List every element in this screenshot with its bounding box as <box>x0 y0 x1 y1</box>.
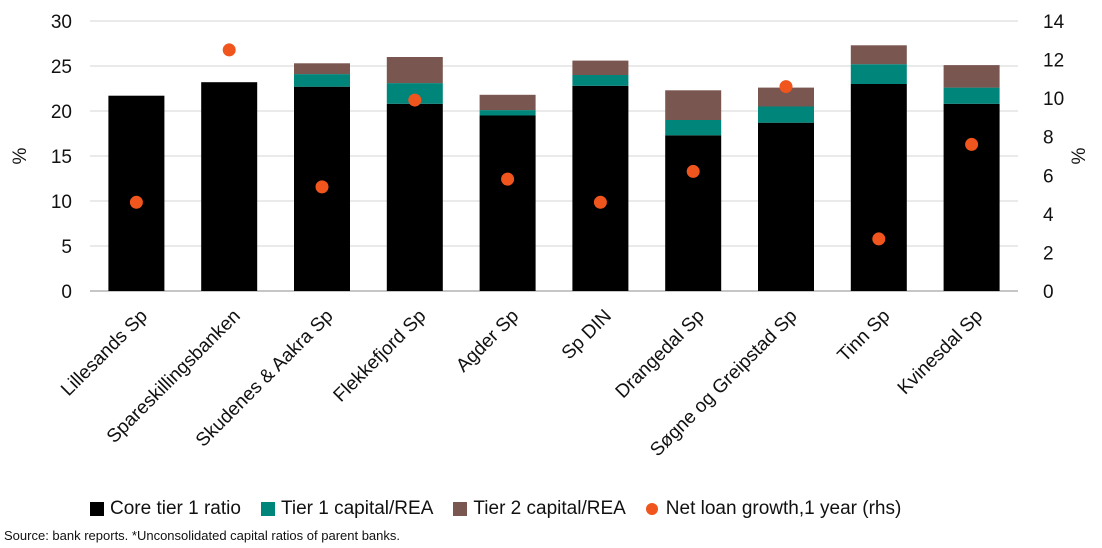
left-axis-label: % <box>10 147 31 164</box>
legend-label: Core tier 1 ratio <box>110 498 241 519</box>
loan-growth-point <box>686 164 700 178</box>
category-label: Flekkefjord Sp <box>330 306 431 407</box>
bar-core-tier1 <box>479 115 536 291</box>
bar-core-tier1 <box>850 84 907 291</box>
right-tick-label: 4 <box>1043 205 1054 226</box>
legend-label: Tier 2 capital/REA <box>473 498 626 519</box>
bar-core-tier1 <box>943 103 1000 291</box>
category-label: Agder Sp <box>452 306 523 377</box>
bar-tier2-capital <box>665 90 722 120</box>
right-tick-label: 2 <box>1043 243 1054 264</box>
legend-swatch <box>453 502 468 516</box>
legend-swatch <box>260 502 275 516</box>
bar-tier1-capital <box>943 87 1000 104</box>
bar-core-tier1 <box>758 122 814 291</box>
right-tick-label: 10 <box>1043 89 1064 110</box>
category-label: Tinn Sp <box>834 306 895 367</box>
category-label: Lillesands Sp <box>57 306 152 401</box>
bar-tier2-capital <box>479 94 536 111</box>
left-tick-label: 15 <box>51 147 72 168</box>
bar-tier2-capital <box>943 65 1000 88</box>
loan-growth-point <box>222 43 236 57</box>
bar-tier2-capital <box>294 63 350 75</box>
loan-growth-point <box>501 172 515 186</box>
right-tick-label: 8 <box>1043 128 1054 149</box>
legend-item-core-tier1: Core tier 1 ratio <box>90 498 241 520</box>
left-tick-label: 20 <box>51 102 72 123</box>
bar-tier1-capital <box>758 106 814 123</box>
left-tick-label: 5 <box>61 237 72 258</box>
left-tick-label: 25 <box>51 57 72 78</box>
category-label: Sp DIN <box>558 306 616 364</box>
bar-tier1-capital <box>294 74 350 87</box>
legend-label: Tier 1 capital/REA <box>280 498 434 519</box>
bar-core-tier1 <box>572 85 629 291</box>
category-label: Drangedal Sp <box>612 306 709 403</box>
bar-tier1-capital <box>850 64 907 84</box>
legend-label: Net loan growth,1 year (rhs) <box>665 498 902 519</box>
legend-swatch <box>90 502 104 516</box>
loan-growth-point <box>965 137 979 151</box>
bar-tier1-capital <box>665 120 722 136</box>
source-note: Source: bank reports. *Unconsolidated ca… <box>4 528 401 543</box>
loan-growth-point <box>593 195 607 209</box>
loan-growth-point <box>129 195 143 209</box>
left-tick-label: 30 <box>51 12 72 33</box>
loan-growth-point <box>872 232 886 246</box>
right-tick-label: 6 <box>1043 166 1054 187</box>
bars <box>108 45 1000 291</box>
category-labels: Lillesands SpSpareskillingsbankenSkudene… <box>57 306 987 461</box>
bar-tier1-capital <box>386 83 443 104</box>
right-tick-label: 0 <box>1043 282 1054 303</box>
legend-dot <box>645 503 658 515</box>
bar-tier2-capital <box>850 45 907 65</box>
right-tick-label: 12 <box>1043 51 1064 72</box>
bar-tier2-capital <box>386 57 443 84</box>
bar-core-tier1 <box>201 82 258 291</box>
loan-growth-point <box>408 93 422 107</box>
category-label: Kvinesdal Sp <box>894 306 987 399</box>
bar-tier2-capital <box>572 60 629 75</box>
right-axis-label: % <box>1069 147 1090 164</box>
legend-item-tier2: Tier 2 capital/REA <box>453 498 626 520</box>
loan-growth-point <box>779 80 793 94</box>
bar-core-tier1 <box>665 135 722 291</box>
bar-tier2-capital <box>758 87 814 107</box>
legend-item-loan-growth: Net loan growth,1 year (rhs) <box>645 498 902 520</box>
right-axis-ticks: 0 2 4 6 8 10 12 14 <box>1043 12 1065 303</box>
bar-core-tier1 <box>108 95 165 291</box>
left-tick-label: 0 <box>61 282 72 303</box>
legend: Core tier 1 ratio Tier 1 capital/REA Tie… <box>90 498 921 520</box>
loan-growth-point <box>315 180 329 194</box>
right-tick-label: 14 <box>1043 12 1065 33</box>
loan-growth-points <box>129 43 979 246</box>
bar-tier1-capital <box>572 75 629 86</box>
bar-tier1-capital <box>479 110 536 116</box>
bar-core-tier1 <box>386 103 443 291</box>
legend-item-tier1: Tier 1 capital/REA <box>260 498 434 520</box>
left-tick-label: 10 <box>51 192 72 213</box>
left-axis-ticks: 0 5 10 15 20 25 30 <box>51 12 72 303</box>
